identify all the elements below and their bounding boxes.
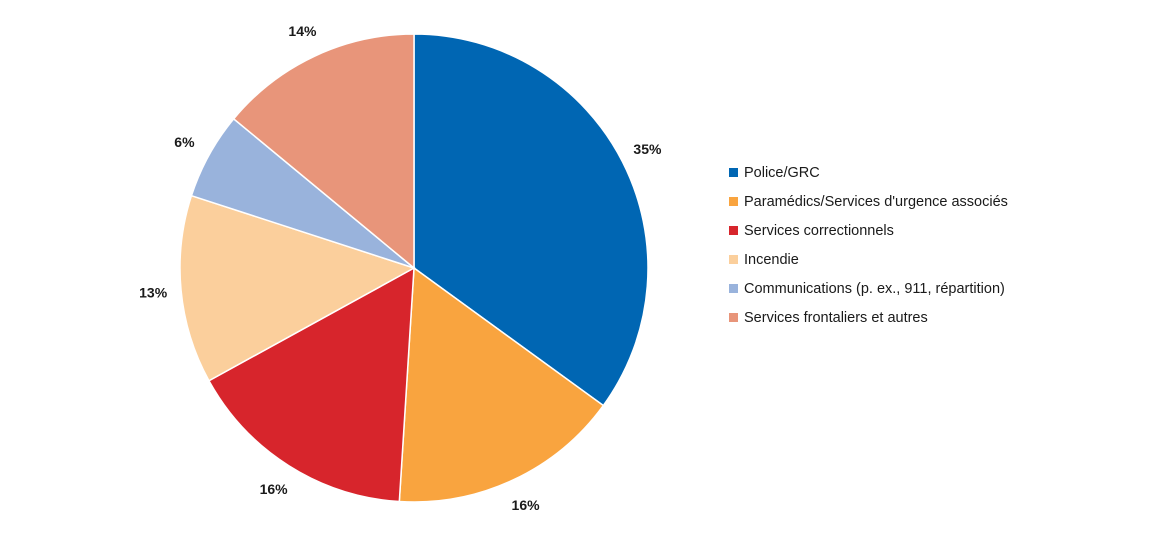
pie-data-labels: 35% 16% 16% 13% 6% 14%	[139, 23, 662, 513]
legend-label: Incendie	[744, 251, 799, 268]
legend-label: Police/GRC	[744, 164, 820, 181]
pie-data-label: 13%	[139, 285, 168, 301]
pie-slice	[232, 33, 415, 270]
legend-item: Police/GRC	[729, 158, 1008, 187]
pie-data-label: 6%	[174, 134, 195, 150]
legend-item: Communications (p. ex., 911, répartition…	[729, 274, 1008, 303]
legend-item: Incendie	[729, 245, 1008, 274]
legend-item: Services frontaliers et autres	[729, 303, 1008, 332]
legend-item: Services correctionnels	[729, 216, 1008, 245]
legend-swatch	[729, 197, 738, 206]
pie-slice	[179, 194, 416, 382]
legend-swatch	[729, 168, 738, 177]
legend-swatch	[729, 284, 738, 293]
pie-slice	[398, 266, 605, 503]
legend-swatch	[729, 255, 738, 264]
pie-data-label: 14%	[288, 23, 317, 39]
legend-item: Paramédics/Services d'urgence associés	[729, 187, 1008, 216]
pie-slice	[207, 266, 415, 503]
pie-data-label: 35%	[633, 141, 662, 157]
legend-label: Services frontaliers et autres	[744, 309, 928, 326]
pie-slices	[179, 33, 649, 503]
legend-label: Paramédics/Services d'urgence associés	[744, 193, 1008, 210]
pie-slice	[413, 33, 649, 407]
legend-label: Services correctionnels	[744, 222, 894, 239]
legend-swatch	[729, 313, 738, 322]
legend-swatch	[729, 226, 738, 235]
legend-label: Communications (p. ex., 911, répartition…	[744, 280, 1005, 297]
pie-data-label: 16%	[260, 481, 289, 497]
pie-data-label: 16%	[512, 497, 541, 513]
legend: Police/GRC Paramédics/Services d'urgence …	[729, 158, 1008, 332]
